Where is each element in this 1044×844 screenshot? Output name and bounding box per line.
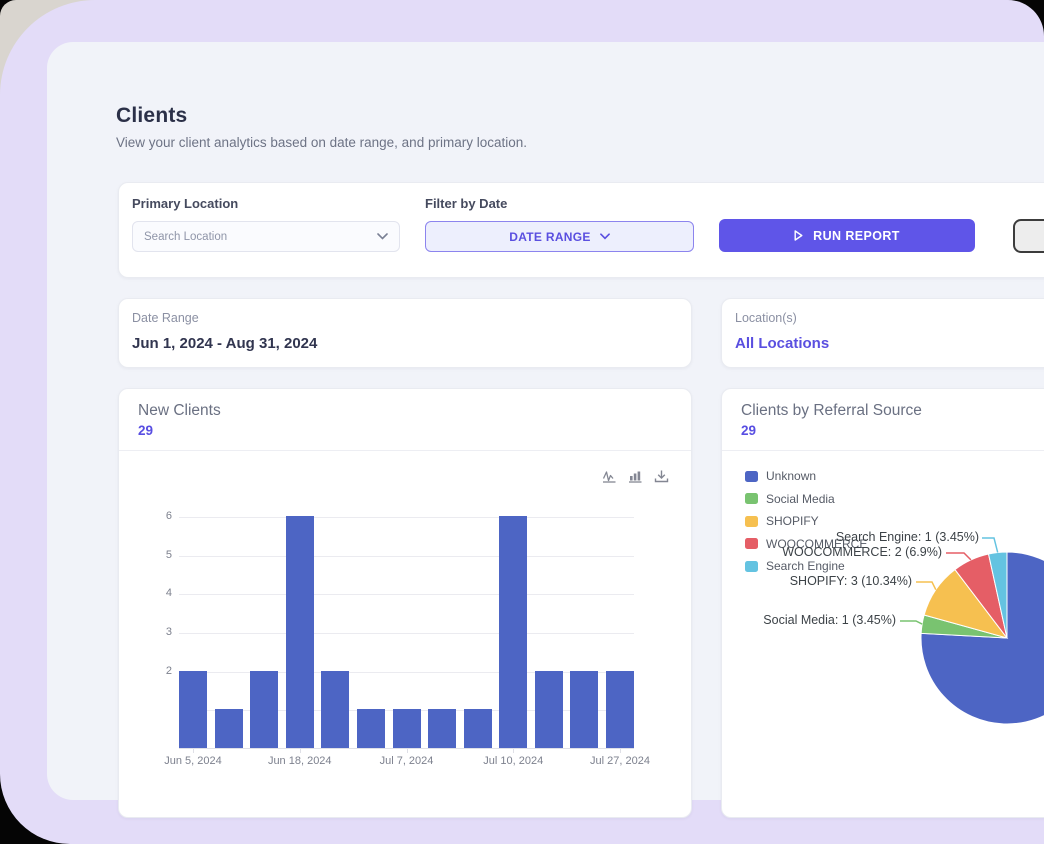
bar[interactable]: [463, 709, 492, 748]
y-axis-tick-label: 2: [165, 664, 172, 677]
date-range-label: Date Range: [132, 311, 199, 325]
y-axis-tick-label: 3: [165, 626, 172, 638]
x-axis-tick: [193, 749, 194, 753]
run-report-button[interactable]: RUN REPORT: [719, 219, 975, 252]
date-range-button-label: DATE RANGE: [509, 229, 591, 244]
locations-summary-card: Location(s) All Locations: [721, 298, 1044, 368]
x-axis-tick-label: Jul 27, 2024: [590, 755, 650, 767]
main-content-panel: Clients View your client analytics based…: [47, 42, 1044, 818]
legend-item[interactable]: SHOPIFY: [745, 514, 867, 528]
bar[interactable]: [570, 670, 599, 748]
new-clients-title: New Clients: [138, 402, 221, 419]
pie-data-label: Search Engine: 1 (3.45%): [835, 530, 979, 544]
x-axis-tick-label: Jun 5, 2024: [164, 755, 222, 767]
legend-swatch: [745, 470, 758, 482]
pie-data-label: Social Media: 1 (3.45%): [763, 613, 896, 627]
gridline: [179, 633, 634, 634]
bar[interactable]: [356, 709, 385, 748]
legend-label: WOOCOMMERCE: [766, 536, 868, 551]
new-clients-total: 29: [138, 423, 154, 438]
gridline: [179, 594, 634, 596]
gridline: [179, 671, 634, 673]
filter-by-date-label: Filter by Date: [425, 196, 508, 211]
legend-swatch: [745, 538, 758, 549]
date-range-value: Jun 1, 2024 - Aug 31, 2024: [132, 335, 318, 352]
bar[interactable]: [499, 516, 528, 748]
secondary-action-button[interactable]: [1013, 219, 1044, 253]
bar[interactable]: [250, 670, 279, 748]
legend-item[interactable]: Unknown: [745, 469, 867, 483]
divider: [722, 450, 1044, 451]
pie-label-connector: [946, 552, 972, 561]
legend-label: SHOPIFY: [766, 514, 819, 528]
legend-label: Unknown: [766, 469, 817, 483]
chart-toolbar: [602, 469, 669, 484]
x-axis-tick-label: Jul 7, 2024: [379, 755, 434, 767]
gridline: [179, 555, 634, 557]
pie-legend: Unknown Social Media SHOPIFY WOOCOMMERCE Sea…: [745, 469, 867, 573]
pie-chart: [900, 537, 1044, 725]
pie-data-label: SHOPIFY: 3 (10.34%): [789, 574, 912, 588]
date-range-summary-card: Date Range Jun 1, 2024 - Aug 31, 2024: [118, 298, 692, 368]
referral-source-total: 29: [741, 423, 757, 438]
bar[interactable]: [179, 670, 207, 748]
legend-swatch: [745, 560, 758, 572]
primary-location-label: Primary Location: [132, 196, 239, 211]
play-icon: [794, 230, 803, 241]
line-chart-toggle-icon[interactable]: [602, 469, 617, 484]
new-clients-card: New Clients 29 6 5 4 3 2 Jun 5, 2024 Jun 18, 2…: [118, 388, 692, 818]
locations-value[interactable]: All Locations: [735, 335, 830, 352]
location-placeholder: Search Location: [144, 230, 228, 243]
legend-item[interactable]: Search Engine: [745, 559, 867, 573]
pie-slice[interactable]: [920, 551, 1044, 725]
pie-label-connector: [900, 620, 923, 625]
location-select[interactable]: Search Location: [132, 221, 400, 252]
legend-item[interactable]: WOOCOMMERCE: [745, 537, 867, 551]
x-axis-tick: [406, 749, 408, 753]
x-axis-tick: [299, 749, 301, 753]
bar[interactable]: [392, 709, 421, 748]
referral-source-card: Clients by Referral Source 29 Unknown Soc…: [721, 388, 1044, 818]
legend-label: Social Media: [766, 491, 835, 506]
chevron-down-icon: [377, 233, 388, 240]
bar[interactable]: [214, 709, 243, 748]
pie-slice[interactable]: [987, 551, 1008, 639]
y-axis-tick-label: 4: [165, 587, 172, 600]
x-axis-tick-label: Jun 18, 2024: [267, 755, 332, 767]
run-report-button-label: RUN REPORT: [813, 228, 900, 243]
bar[interactable]: [534, 670, 563, 748]
bar[interactable]: [428, 709, 457, 748]
legend-swatch: [745, 515, 758, 527]
legend-label: Search Engine: [766, 559, 845, 573]
gridline: [179, 517, 634, 518]
y-axis-tick-label: 6: [165, 510, 172, 522]
date-range-button[interactable]: DATE RANGE: [425, 221, 694, 252]
bar[interactable]: [606, 670, 634, 748]
chevron-down-icon: [599, 233, 610, 240]
y-axis-tick-label: 5: [165, 548, 172, 561]
bar[interactable]: [285, 516, 314, 748]
pie-data-label: WOOCOMMERCE: 2 (6.9%): [782, 545, 942, 559]
x-axis-tick: [513, 749, 515, 753]
locations-label: Location(s): [735, 311, 797, 325]
bar[interactable]: [321, 670, 350, 748]
legend-item[interactable]: Social Media: [745, 492, 867, 506]
bar-chart-plot: 6 5 4 3 2 Jun 5, 2024 Jun 18, 2024 Jul 7, 2024 J…: [164, 510, 650, 767]
download-icon[interactable]: [654, 469, 669, 484]
legend-swatch: [745, 493, 758, 504]
page-title: Clients: [116, 104, 188, 127]
referral-source-title: Clients by Referral Source: [741, 402, 922, 419]
page-subtitle: View your client analytics based on date…: [116, 135, 527, 150]
filter-bar-card: Primary Location Search Location Filter …: [118, 182, 1044, 278]
pie-label-connector: [982, 537, 999, 553]
divider: [119, 450, 691, 451]
x-axis-tick: [620, 749, 621, 753]
bar-chart-toggle-icon[interactable]: [628, 469, 643, 484]
x-axis-tick-label: Jul 10, 2024: [483, 755, 544, 767]
pie-label-connector: [916, 581, 937, 591]
